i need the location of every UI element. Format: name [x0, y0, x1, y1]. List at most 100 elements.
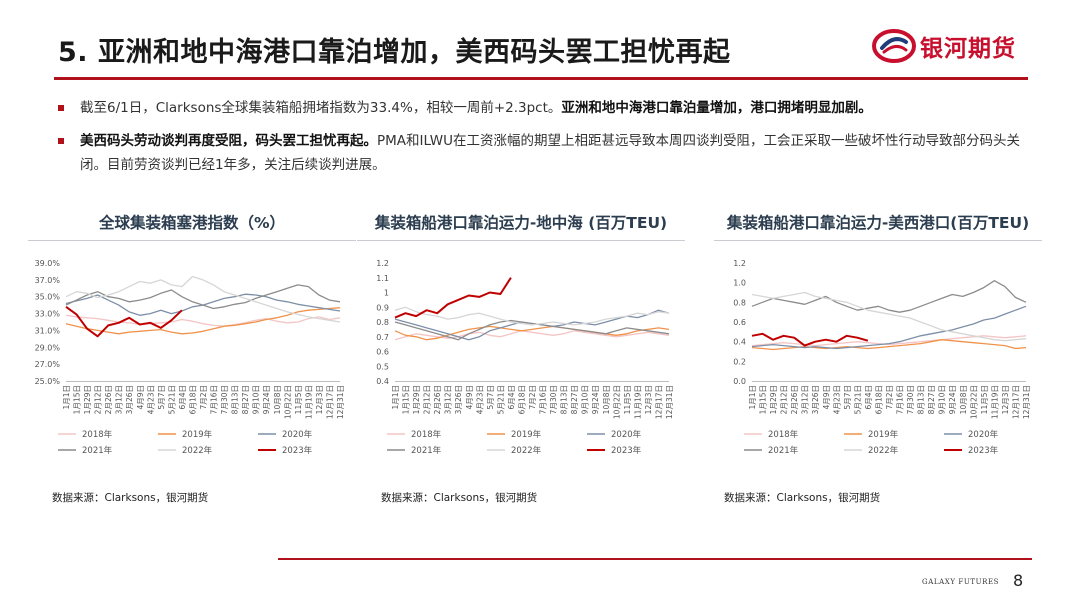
x-tick-label: 10月8日 — [273, 385, 282, 414]
x-tick-label: 3月12日 — [115, 385, 124, 414]
y-tick-label: 1.2 — [733, 259, 746, 268]
y-tick-label: 0.6 — [376, 348, 389, 357]
bullet-2-text: 美西码头劳动谈判再度受阻，码头罢工担忧再起。PMA和ILWU在工资涨幅的期望上相… — [80, 129, 1038, 177]
series-line-2023年 — [394, 277, 512, 319]
series-line-2019年 — [394, 325, 670, 341]
x-tick-label: 10月22日 — [283, 385, 292, 419]
y-tick-label: 0.8 — [733, 298, 746, 307]
y-tick-label: 39.0% — [35, 259, 61, 268]
x-tick-label: 12月31日 — [665, 385, 674, 419]
legend-label: 2022年 — [182, 445, 213, 456]
legend-label: 2018年 — [82, 429, 113, 440]
legend-label: 2021年 — [411, 445, 442, 456]
chart-source: 数据来源：Clarksons，银河期货 — [381, 492, 538, 504]
x-tick-label: 8月13日 — [917, 385, 926, 414]
y-tick-label: 37.0% — [35, 276, 61, 285]
series-line-2021年 — [394, 319, 670, 341]
chart-panel-mediterranean: 集装箱船港口靠泊运力-地中海 (百万TEU) 1.2 1.1 1 0.9 0.8 0.7 0… — [357, 211, 685, 511]
chart-panel-uswest: 集装箱船港口靠泊运力-美西港口(百万TEU) 1.2 1.0 0.8 0.6 0.4 0.… — [714, 211, 1042, 511]
x-tick-label: 4月23日 — [832, 385, 841, 414]
x-tick-label: 2月26日 — [433, 385, 442, 414]
footer-brand: GALAXY FUTURES — [922, 578, 1000, 586]
legend-label: 2021年 — [768, 445, 799, 456]
x-tick-label: 9月10日 — [938, 385, 947, 414]
x-tick-label: 10月8日 — [959, 385, 968, 414]
bullet-2-bold: 美西码头劳动谈判再度受阻，码头罢工担忧再起。 — [80, 133, 377, 149]
y-tick-label: 35.0% — [35, 293, 61, 302]
company-logo: 银河期货 — [872, 26, 1016, 66]
x-tick-label: 6月4日 — [178, 385, 187, 410]
bullet-1-text: 截至6/1日，Clarksons全球集装箱船拥堵指数为33.4%，相较一周前+2… — [80, 96, 1048, 120]
legend-label: 2022年 — [511, 445, 542, 456]
x-tick-label: 1月15日 — [759, 385, 768, 414]
series-line-2021年 — [65, 284, 341, 310]
series-line-2022年 — [65, 275, 341, 323]
legend-label: 2021年 — [82, 445, 113, 456]
galaxy-logo-icon — [872, 29, 916, 63]
x-tick-label: 6月18日 — [517, 385, 526, 414]
series-line-2023年 — [65, 305, 183, 338]
page-title: 5. 亚洲和地中海港口靠泊增加，美西码头罢工担忧再起 — [58, 37, 731, 68]
y-tick-label: 0.8 — [376, 318, 389, 327]
series-line-2021年 — [751, 280, 1027, 313]
chart-source: 数据来源：Clarksons，银河期货 — [724, 492, 881, 504]
x-tick-label: 12月3日 — [1001, 385, 1010, 414]
series-line-2022年 — [751, 291, 1027, 342]
x-tick-label: 1月1日 — [62, 385, 71, 410]
bullet-2: 美西码头劳动谈判再度受阻，码头罢工担忧再起。PMA和ILWU在工资涨幅的期望上相… — [58, 129, 1038, 177]
x-tick-label: 11月5日 — [623, 385, 632, 414]
chart-title: 集装箱船港口靠泊运力-地中海 (百万TEU) — [374, 214, 668, 232]
x-tick-label: 3月26日 — [811, 385, 820, 414]
chart-title-divider — [357, 240, 685, 241]
x-tick-label: 7月16日 — [539, 385, 548, 414]
bullet-1: 截至6/1日，Clarksons全球集装箱船拥堵指数为33.4%，相较一周前+2… — [58, 96, 1048, 120]
x-tick-label: 1月15日 — [73, 385, 82, 414]
bullet-square-icon — [58, 138, 64, 144]
y-tick-label: 0.4 — [733, 338, 746, 347]
y-tick-label: 33.0% — [35, 310, 61, 319]
legend-label: 2020年 — [282, 429, 313, 440]
x-tick-label: 7月16日 — [896, 385, 905, 414]
chart-title-divider — [714, 240, 1042, 241]
footer-divider — [278, 558, 1032, 560]
congestion-index-chart: 39.0% 37.0% 35.0% 33.0% 31.0% 29.0% 27.0% 25.0%… — [35, 259, 345, 456]
x-tick-label: 6月4日 — [507, 385, 516, 410]
chart-panel-congestion: 全球集装箱塞港指数（%） 39.0% 37.0% 35.0% 33.0% 31.0% 29… — [28, 211, 356, 511]
chart-title: 集装箱船港口靠泊运力-美西港口(百万TEU) — [726, 214, 1030, 232]
x-tick-label: 7月2日 — [199, 385, 208, 410]
x-tick-label: 12月3日 — [315, 385, 324, 414]
x-tick-label: 12月17日 — [1011, 385, 1020, 419]
chart-title-divider — [28, 240, 356, 241]
x-tick-label: 5月7日 — [157, 385, 166, 410]
x-tick-label: 9月10日 — [252, 385, 261, 414]
x-tick-label: 9月24日 — [262, 385, 271, 414]
y-tick-label: 1.0 — [733, 279, 746, 288]
y-tick-label: 0.0 — [733, 377, 746, 386]
x-tick-label: 11月5日 — [294, 385, 303, 414]
bullet-2-plain: PMA和ILWU在工资涨幅的期望上相距甚远导致本周四谈判受阻，工会正采取一些破坏… — [80, 133, 1021, 173]
x-tick-label: 6月18日 — [874, 385, 883, 414]
series-line-2020年 — [751, 305, 1027, 350]
y-tick-label: 0.5 — [376, 362, 389, 371]
x-tick-label: 1月15日 — [402, 385, 411, 414]
x-tick-label: 7月30日 — [906, 385, 915, 414]
y-tick-label: 0.6 — [733, 318, 746, 327]
x-tick-label: 8月27日 — [241, 385, 250, 414]
x-tick-label: 12月17日 — [325, 385, 334, 419]
legend-label: 2023年 — [611, 445, 642, 456]
x-tick-label: 7月30日 — [220, 385, 229, 414]
y-tick-label: 1.2 — [376, 259, 389, 268]
x-tick-label: 1月1日 — [748, 385, 757, 410]
x-tick-label: 7月30日 — [549, 385, 558, 414]
series-line-2018年 — [751, 335, 1027, 347]
x-tick-label: 2月12日 — [94, 385, 103, 414]
x-tick-label: 1月1日 — [391, 385, 400, 410]
x-tick-label: 1月29日 — [412, 385, 421, 414]
logo-text: 银河期货 — [920, 36, 1016, 62]
x-tick-label: 3月12日 — [444, 385, 453, 414]
y-tick-label: 25.0% — [35, 377, 61, 386]
x-tick-label: 3月26日 — [125, 385, 134, 414]
x-tick-label: 11月5日 — [980, 385, 989, 414]
